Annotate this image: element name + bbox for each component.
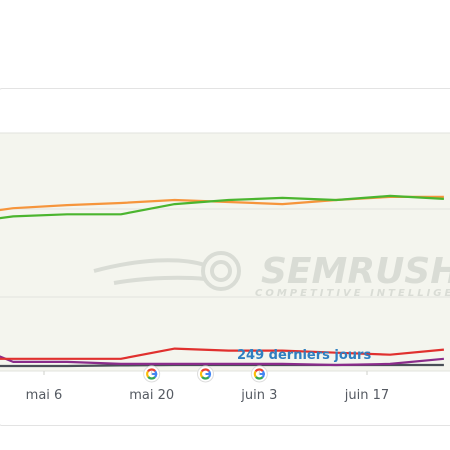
series-lines (0, 194, 445, 368)
series-line (0, 194, 444, 220)
watermark-tagline: COMPETITIVE INTELLIGENCE (255, 288, 450, 299)
google-marker-icon[interactable] (197, 365, 214, 383)
watermark-logo-icon (93, 251, 241, 291)
x-tick-label: juin 3 (240, 388, 277, 403)
x-axis-ticks: mai 6 mai 20 juin 3 juin 17 (26, 371, 389, 403)
chart-panel: SEMRUSH COMPETITIVE INTELLIGENCE 249 der… (0, 88, 450, 426)
grid-lines (0, 132, 450, 372)
series-line (0, 347, 445, 360)
series-line (0, 355, 445, 367)
x-tick-label: mai 20 (129, 388, 174, 403)
x-tick-label: mai 6 (26, 388, 63, 403)
watermark-text: SEMRUSH (261, 251, 450, 292)
x-tick-label: juin 17 (344, 388, 389, 403)
period-label: 249 derniers jours (237, 348, 371, 363)
traffic-chart: SEMRUSH COMPETITIVE INTELLIGENCE 249 der… (0, 132, 450, 403)
semrush-watermark: SEMRUSH COMPETITIVE INTELLIGENCE (93, 251, 450, 299)
